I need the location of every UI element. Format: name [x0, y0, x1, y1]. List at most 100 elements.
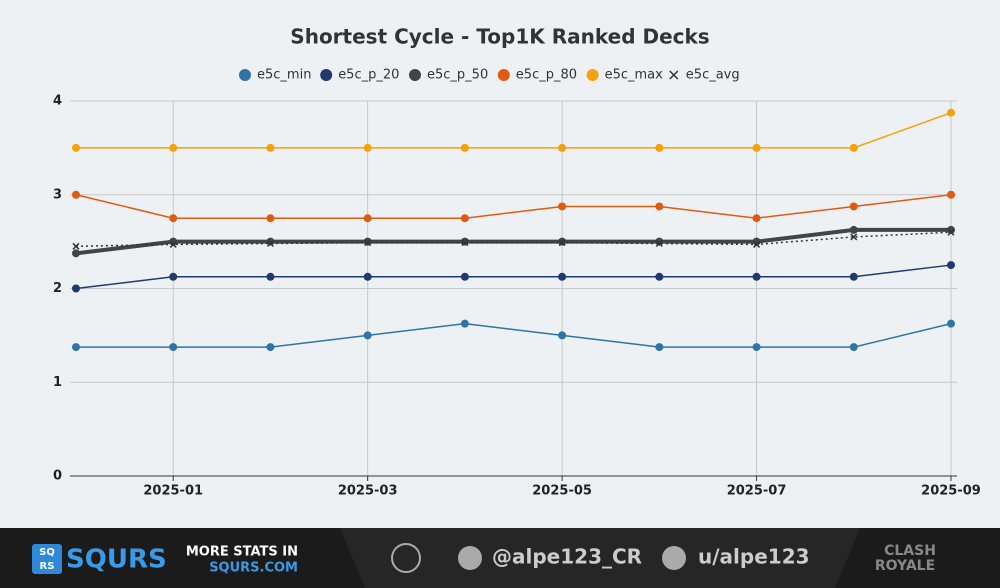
- legend-marker: [239, 69, 251, 81]
- point-marker: [169, 240, 177, 248]
- logo-icon-text: SQ: [39, 547, 55, 558]
- brand-icon: [391, 543, 421, 573]
- reddit-icon: [662, 546, 686, 570]
- point-marker: [947, 228, 955, 236]
- point-marker: [558, 331, 567, 340]
- point-marker: [72, 190, 80, 199]
- footer: SQ RS SQURS MORE STATS IN SQURS.COM @alp…: [0, 528, 1000, 588]
- logo-box: [32, 544, 62, 574]
- point-marker: [364, 239, 372, 247]
- point-marker: [753, 240, 761, 248]
- point-marker: [266, 343, 275, 352]
- point-marker: [850, 233, 858, 241]
- y-tick-label: 0: [53, 469, 62, 484]
- point-marker: [849, 202, 858, 211]
- point-marker: [752, 343, 761, 352]
- reddit-handle: u/alpe123: [698, 545, 810, 569]
- series-line: [75, 264, 952, 290]
- point-marker: [655, 202, 664, 211]
- x-tick-label: 2025-09: [921, 484, 981, 499]
- point-marker: [947, 225, 955, 234]
- y-tick-label: 2: [53, 281, 62, 296]
- logo-icon-text: RS: [40, 561, 55, 572]
- point-marker: [849, 143, 858, 152]
- legend-marker: [669, 70, 679, 80]
- chart-title: Shortest Cycle - Top1K Ranked Decks: [290, 25, 709, 49]
- point-marker: [558, 239, 566, 247]
- point-marker: [947, 261, 955, 270]
- site-text: SQURS.COM: [209, 561, 298, 576]
- point-marker: [363, 143, 372, 152]
- series-line: [76, 112, 952, 149]
- point-marker: [752, 237, 761, 246]
- point-marker: [266, 272, 275, 281]
- y-tick-label: 1: [53, 375, 62, 390]
- point-marker: [655, 239, 663, 248]
- point-marker: [947, 190, 955, 199]
- point-marker: [460, 214, 469, 223]
- legend-marker: [586, 69, 599, 81]
- x-tick-label: 2025-07: [727, 484, 787, 499]
- footer-panel: [340, 528, 860, 588]
- twitter-icon: [458, 546, 482, 570]
- point-marker: [460, 272, 469, 281]
- point-marker: [752, 214, 761, 223]
- point-marker: [558, 143, 567, 152]
- game-logo: CLASH: [884, 543, 936, 559]
- x-tick-label: 2025-03: [338, 484, 398, 499]
- series-line: [76, 322, 952, 348]
- logo-text: SQURS: [66, 545, 167, 575]
- x-tick-label: 2025-05: [532, 484, 592, 499]
- x-tick-label: 2025-01: [143, 484, 203, 499]
- point-marker: [752, 143, 761, 152]
- point-marker: [266, 214, 275, 223]
- promo-text: MORE STATS IN: [186, 545, 298, 560]
- point-marker: [655, 272, 664, 281]
- background: [0, 0, 1000, 528]
- point-marker: [72, 242, 80, 250]
- point-marker: [460, 143, 469, 152]
- point-marker: [169, 214, 178, 223]
- point-marker: [460, 319, 469, 328]
- legend-label: e5c_min: [257, 68, 311, 83]
- point-marker: [72, 249, 80, 258]
- point-marker: [849, 272, 858, 281]
- point-marker: [72, 343, 80, 352]
- legend-label: e5c_p_50: [427, 68, 488, 83]
- point-marker: [655, 143, 664, 152]
- point-marker: [266, 143, 275, 152]
- legend-marker: [497, 69, 510, 81]
- point-marker: [947, 108, 955, 117]
- point-marker: [461, 239, 469, 247]
- legend-label: e5c_max: [605, 68, 664, 83]
- legend-label: e5c_avg: [686, 68, 740, 83]
- point-marker: [169, 272, 178, 281]
- legend-marker: [409, 69, 421, 81]
- point-marker: [169, 143, 178, 152]
- point-marker: [72, 284, 80, 293]
- series-line: [75, 227, 951, 256]
- point-marker: [169, 237, 178, 246]
- point-marker: [849, 225, 858, 234]
- legend-label: e5c_p_20: [338, 68, 399, 83]
- y-tick-label: 4: [53, 94, 62, 109]
- series-line: [75, 194, 952, 219]
- legend-marker: [320, 69, 333, 81]
- game-logo: ROYALE: [875, 558, 935, 574]
- point-marker: [947, 319, 955, 328]
- plot-area: 0 1 2 3 4 2025-01 2025-03 2025-05 2025-07 2025-09…: [53, 68, 981, 499]
- y-tick-label: 3: [53, 187, 62, 202]
- point-marker: [655, 343, 664, 352]
- point-marker: [558, 272, 567, 281]
- point-marker: [558, 202, 567, 211]
- series-line: [75, 231, 952, 248]
- point-marker: [849, 343, 858, 352]
- point-marker: [363, 214, 372, 223]
- point-marker: [72, 143, 80, 152]
- twitter-handle: @alpe123_CR: [492, 545, 642, 569]
- point-marker: [363, 331, 372, 340]
- point-marker: [266, 239, 274, 248]
- legend-label: e5c_p_80: [516, 68, 577, 83]
- point-marker: [363, 272, 372, 281]
